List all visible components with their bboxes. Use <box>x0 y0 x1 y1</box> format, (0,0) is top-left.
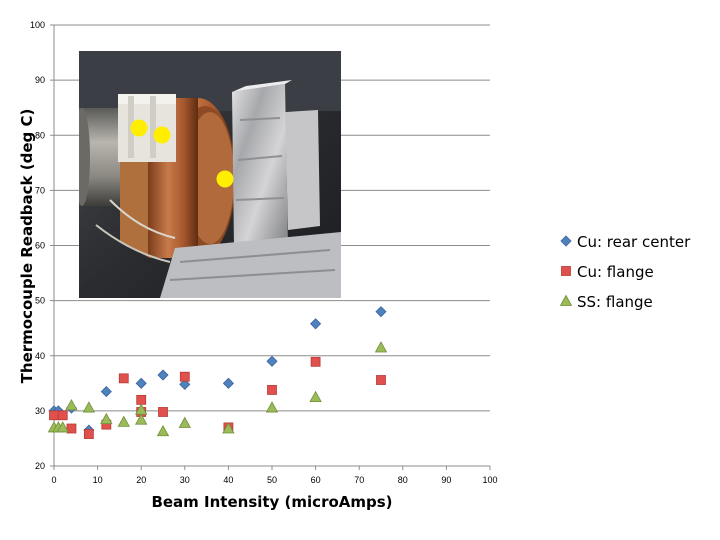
cu-rear-center-point <box>310 318 322 330</box>
cu-rear-center-point <box>179 378 191 390</box>
cu-flange-point <box>267 385 277 395</box>
ss-flange-point <box>56 421 69 433</box>
ss-flange-point <box>100 412 113 425</box>
cu-flange-point <box>158 407 168 417</box>
x-tick-label: 80 <box>398 475 408 485</box>
y-tick-label: 40 <box>35 351 45 361</box>
y-tick-label: 80 <box>35 130 45 140</box>
cu-rear-center-point <box>375 306 387 318</box>
y-tick-label: 30 <box>35 406 45 416</box>
x-tick-label: 0 <box>51 475 56 485</box>
x-tick-labels: 0 10 20 30 40 50 60 70 80 90 100 <box>51 475 497 485</box>
legend: Cu: rear center Cu: flange SS: flange <box>559 233 691 311</box>
ss-flange-point <box>117 415 130 427</box>
axes <box>50 24 491 470</box>
x-tick-label: 20 <box>136 475 146 485</box>
cu-flange-point <box>66 423 77 434</box>
cu-rear-center-point <box>157 369 169 381</box>
photo-marker <box>153 126 171 144</box>
ss-flange-point <box>222 422 235 434</box>
y-tick-label: 20 <box>35 461 45 471</box>
legend-label-ss-flange: SS: flange <box>577 293 653 311</box>
ss-flange-point <box>65 399 78 411</box>
x-tick-label: 60 <box>311 475 321 485</box>
cu-flange-point <box>179 371 190 382</box>
y-axis-title: Thermocouple Readback (deg C) <box>18 109 36 384</box>
photo-marker <box>216 170 234 188</box>
cu-flange-point <box>376 375 386 385</box>
ss-flange-point <box>135 403 148 415</box>
cu-flange-point <box>118 373 129 384</box>
ss-flange-point <box>374 341 388 353</box>
cu-flange-point <box>49 410 59 421</box>
y-tick-label: 50 <box>35 296 45 306</box>
x-tick-label: 90 <box>441 475 451 485</box>
ss-flange-point <box>82 401 96 413</box>
cu-flange-point <box>136 394 147 405</box>
x-tick-label: 40 <box>223 475 233 485</box>
data-points <box>47 306 388 439</box>
legend-marker-ss-flange <box>559 294 573 306</box>
x-tick-label: 70 <box>354 475 364 485</box>
y-tick-label: 90 <box>35 75 45 85</box>
x-tick-label: 10 <box>93 475 103 485</box>
legend-label-cu-flange: Cu: flange <box>577 263 654 281</box>
legend-label-cu-rear-center: Cu: rear center <box>577 233 691 251</box>
legend-marker-cu-flange <box>561 266 571 276</box>
y-tick-label: 60 <box>35 241 45 251</box>
ss-flange-point <box>135 413 148 425</box>
y-tick-labels: 20 30 40 50 60 70 80 90 100 <box>30 20 45 471</box>
cu-rear-center-point <box>135 377 147 389</box>
y-tick-label: 70 <box>35 185 45 195</box>
legend-marker-cu-rear-center <box>560 235 572 247</box>
x-tick-label: 50 <box>267 475 277 485</box>
ss-flange-point <box>156 424 170 437</box>
photo-marker <box>130 119 148 137</box>
cu-rear-center-point <box>222 377 234 389</box>
cu-rear-center-point <box>100 386 112 398</box>
cu-flange-point <box>310 356 321 367</box>
ss-flange-point <box>309 390 322 402</box>
ss-flange-point <box>265 401 279 413</box>
x-tick-label: 100 <box>482 475 497 485</box>
x-axis-title: Beam Intensity (microAmps) <box>151 493 392 511</box>
cu-flange-point <box>83 429 94 439</box>
cu-rear-center-point <box>266 355 278 367</box>
cu-flange-point <box>57 410 68 421</box>
ss-flange-point <box>178 416 191 428</box>
y-tick-label: 100 <box>30 20 45 30</box>
x-tick-label: 30 <box>180 475 190 485</box>
photo-inset <box>79 51 341 298</box>
